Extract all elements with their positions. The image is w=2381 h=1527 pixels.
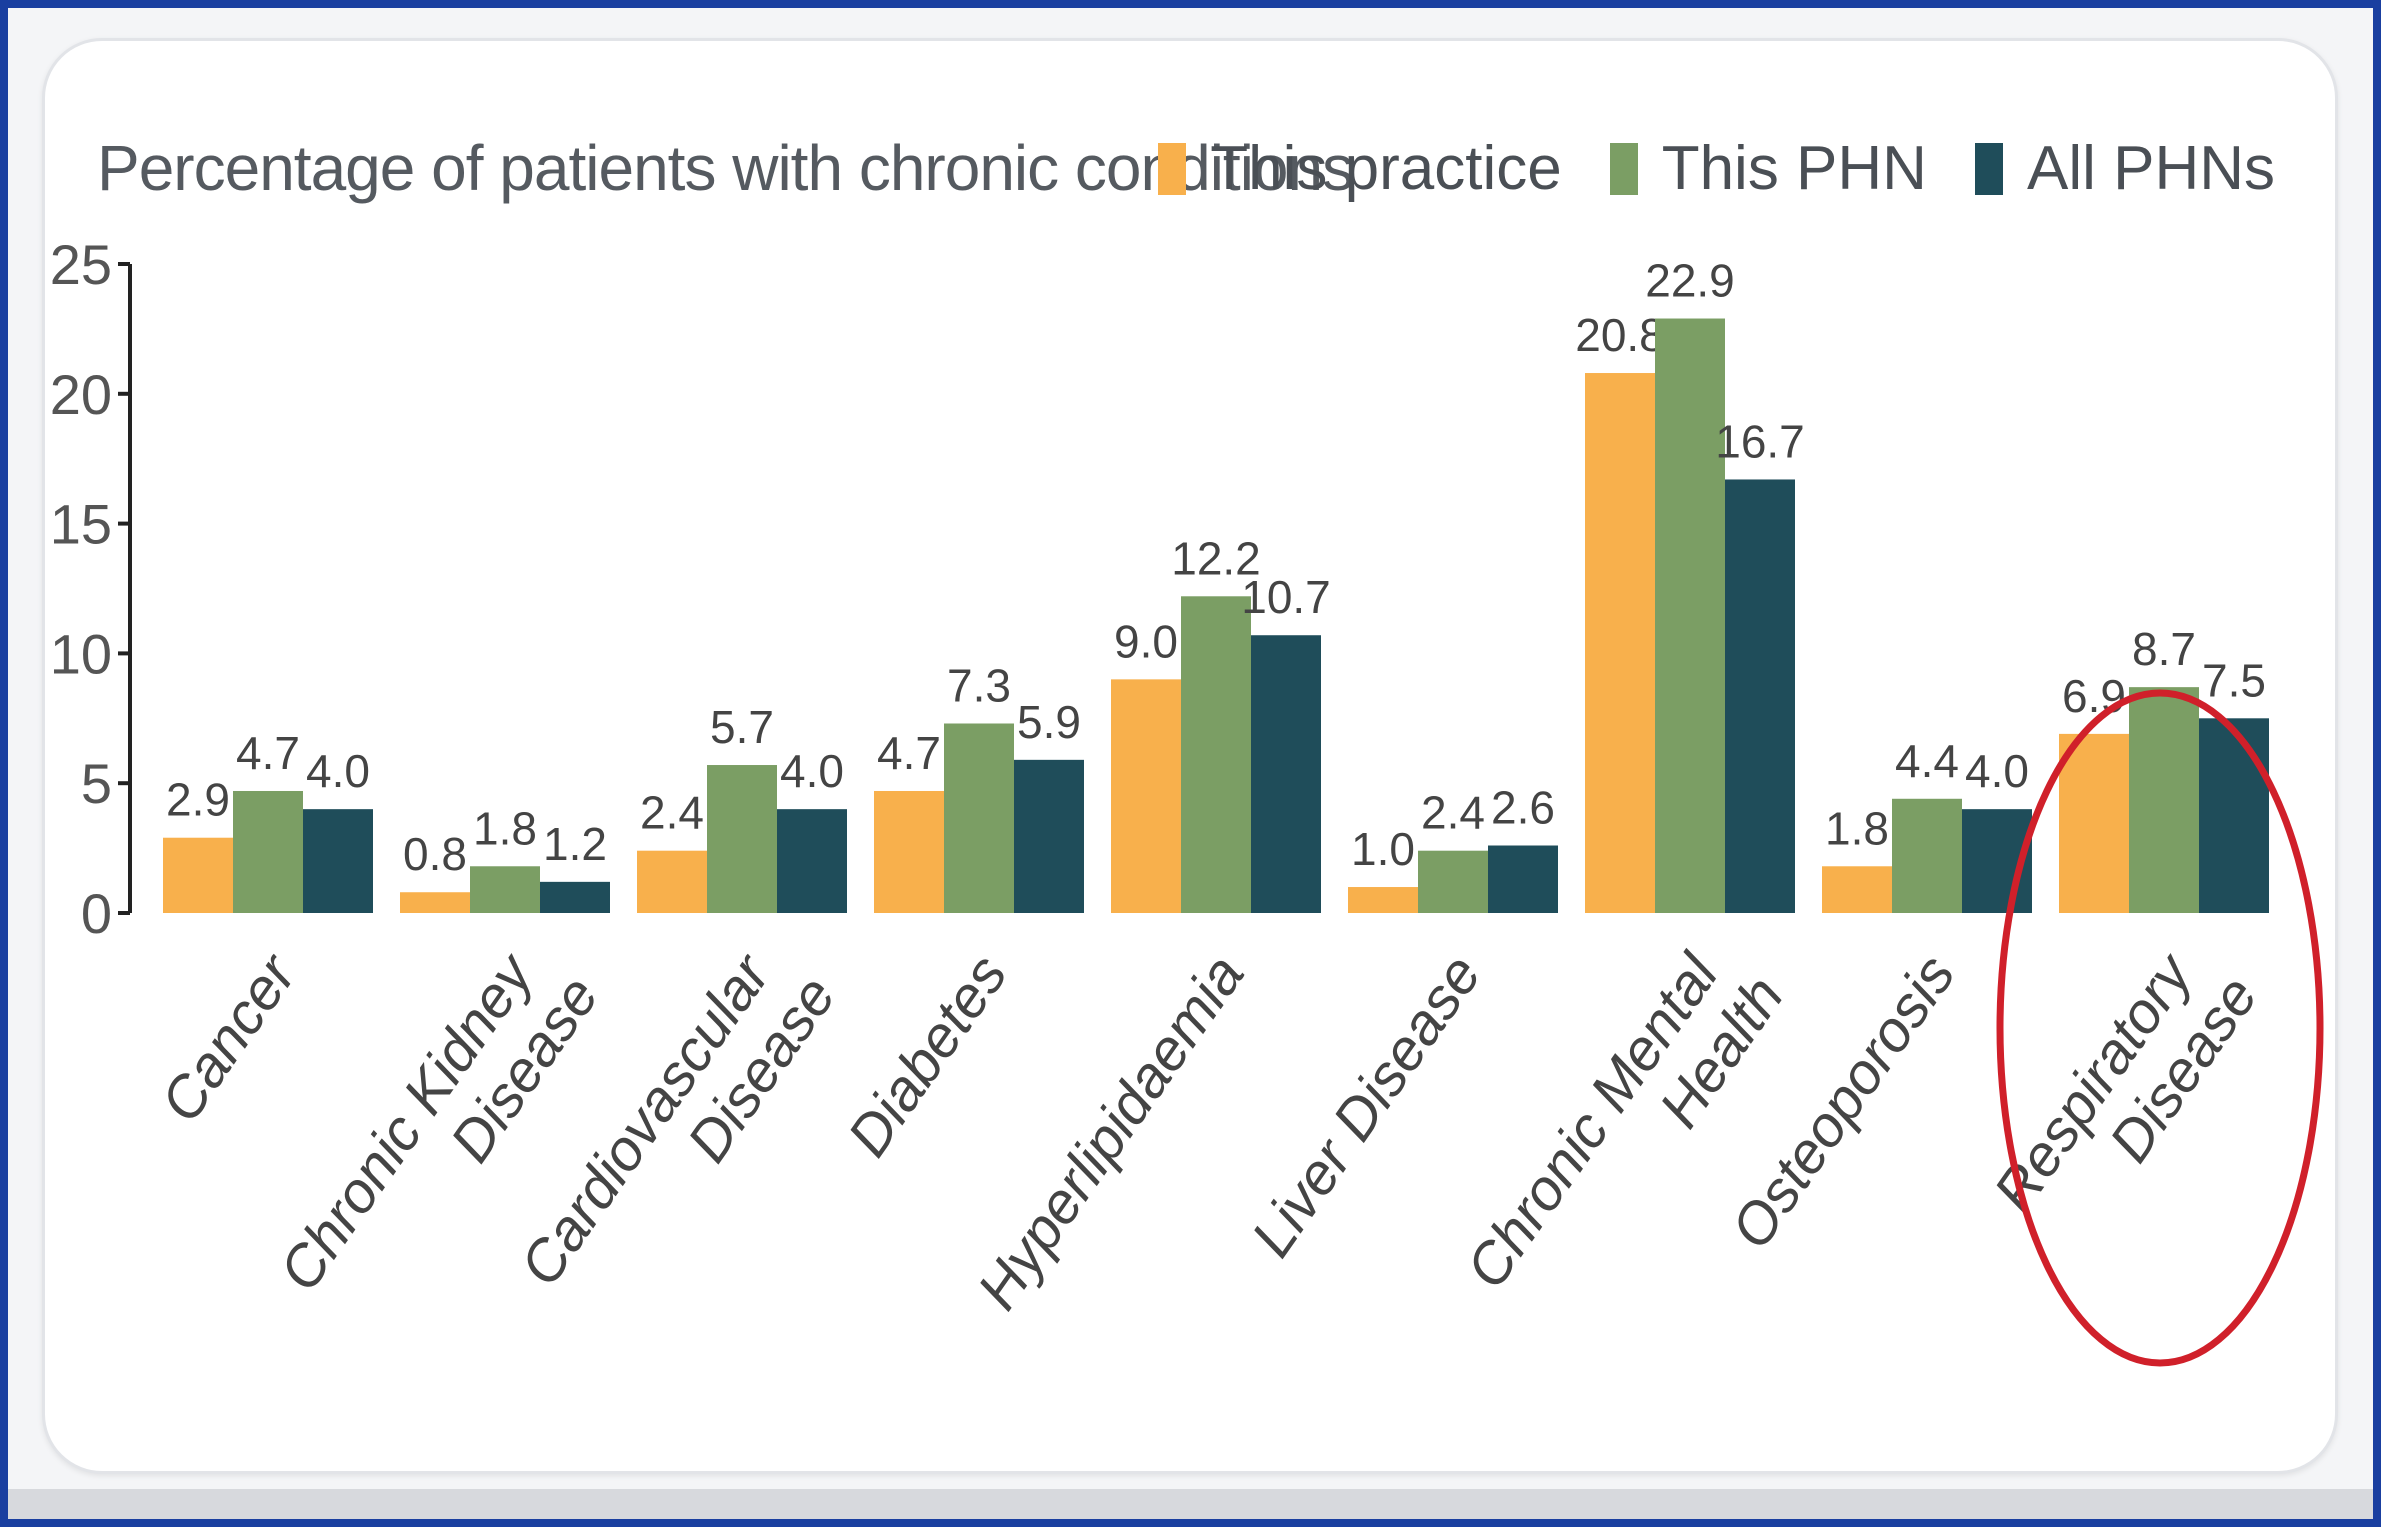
- bar-cardiovascular-disease-this-practice: [637, 850, 707, 913]
- bar-diabetes-all-phns: [1014, 759, 1084, 913]
- bar-cardiovascular-disease-this-phn: [707, 765, 777, 913]
- y-tick-label-25: 25: [50, 233, 112, 296]
- highlight-ellipse: [1996, 689, 2324, 1367]
- data-label-cardiovascular-disease-this-phn: 5.7: [710, 701, 774, 753]
- legend-item-this-phn: This PHN: [1609, 133, 1927, 204]
- bar-liver-disease-this-practice: [1348, 887, 1418, 913]
- legend-label-this-practice: This practice: [1210, 134, 1562, 203]
- data-label-liver-disease-all-phns: 2.6: [1491, 782, 1555, 834]
- data-label-cardiovascular-disease-all-phns: 4.0: [780, 745, 844, 797]
- y-tick-label-10: 10: [50, 622, 112, 685]
- y-tick-label-20: 20: [50, 363, 112, 426]
- data-label-cancer-all-phns: 4.0: [306, 745, 370, 797]
- data-label-hyperlipidaemia-all-phns: 10.7: [1241, 571, 1331, 623]
- data-label-respiratory-disease-this-phn: 8.7: [2132, 623, 2196, 675]
- bar-respiratory-disease-this-phn: [2129, 687, 2199, 913]
- chart-legend: This practice This PHN All PHNs: [1110, 133, 2275, 204]
- data-label-diabetes-all-phns: 5.9: [1017, 696, 1081, 748]
- bar-osteoporosis-this-phn: [1892, 798, 1962, 913]
- data-label-cancer-this-phn: 4.7: [236, 727, 300, 779]
- data-label-chronic-kidney-disease-this-phn: 1.8: [473, 802, 537, 854]
- bar-respiratory-disease-all-phns: [2199, 718, 2269, 913]
- data-label-diabetes-this-phn: 7.3: [947, 659, 1011, 711]
- bar-liver-disease-all-phns: [1488, 845, 1558, 913]
- bar-chronic-mental-health-this-phn: [1655, 318, 1725, 913]
- x-tick-label-liver-disease: Liver Disease: [1239, 943, 1494, 1268]
- data-label-cancer-this-practice: 2.9: [166, 774, 230, 826]
- bar-chronic-kidney-disease-all-phns: [540, 881, 610, 913]
- bar-respiratory-disease-this-practice: [2059, 733, 2129, 913]
- data-label-chronic-kidney-disease-this-practice: 0.8: [403, 828, 467, 880]
- data-label-osteoporosis-all-phns: 4.0: [1965, 745, 2029, 797]
- y-tick-label-15: 15: [50, 493, 112, 556]
- bar-cancer-this-practice: [163, 837, 233, 913]
- bar-diabetes-this-phn: [944, 723, 1014, 913]
- chart-title: Percentage of patients with chronic cond…: [97, 132, 1354, 204]
- data-label-liver-disease-this-practice: 1.0: [1351, 823, 1415, 875]
- bottom-strip: [8, 1489, 2373, 1519]
- bar-chronic-kidney-disease-this-phn: [470, 866, 540, 913]
- data-label-osteoporosis-this-phn: 4.4: [1895, 735, 1959, 787]
- data-label-respiratory-disease-this-practice: 6.9: [2062, 670, 2126, 722]
- legend-item-this-practice: This practice: [1158, 133, 1562, 204]
- legend-swatch-this-phn: [1609, 142, 1638, 195]
- bar-chronic-mental-health-this-practice: [1585, 373, 1655, 914]
- bar-osteoporosis-this-practice: [1822, 866, 1892, 913]
- data-label-chronic-mental-health-this-phn: 22.9: [1645, 255, 1735, 307]
- chart-card: Percentage of patients with chronic cond…: [42, 38, 2338, 1474]
- data-label-osteoporosis-this-practice: 1.8: [1825, 802, 1889, 854]
- data-label-hyperlipidaemia-this-phn: 12.2: [1171, 532, 1261, 584]
- bar-diabetes-this-practice: [874, 790, 944, 913]
- x-tick-label-hyperlipidaemia: Hyperlipidaemia: [965, 943, 1257, 1321]
- data-label-hyperlipidaemia-this-practice: 9.0: [1114, 615, 1178, 667]
- legend-label-all-phns: All PHNs: [2026, 134, 2275, 203]
- data-label-liver-disease-this-phn: 2.4: [1421, 787, 1485, 839]
- legend-swatch-all-phns: [1974, 142, 2003, 195]
- screen-background: Percentage of patients with chronic cond…: [8, 8, 2373, 1519]
- data-label-diabetes-this-practice: 4.7: [877, 727, 941, 779]
- x-tick-label-cancer: Cancer: [148, 941, 310, 1134]
- x-tick-label-diabetes: Diabetes: [835, 943, 1020, 1168]
- y-tick-label-5: 5: [81, 752, 112, 815]
- data-label-chronic-mental-health-this-practice: 20.8: [1575, 309, 1665, 361]
- bar-liver-disease-this-phn: [1418, 850, 1488, 913]
- data-label-cardiovascular-disease-this-practice: 2.4: [640, 787, 704, 839]
- bar-hyperlipidaemia-this-practice: [1111, 679, 1181, 913]
- bar-chronic-kidney-disease-this-practice: [400, 892, 470, 913]
- y-tick-label-0: 0: [81, 882, 112, 945]
- legend-label-this-phn: This PHN: [1661, 134, 1927, 203]
- x-tick-label-chronic-mental-health: Chronic MentalHealth: [1454, 927, 1797, 1338]
- bar-hyperlipidaemia-this-phn: [1181, 596, 1251, 913]
- bar-hyperlipidaemia-all-phns: [1251, 635, 1321, 913]
- bar-cardiovascular-disease-all-phns: [777, 809, 847, 913]
- legend-swatch-this-practice: [1158, 142, 1187, 195]
- data-label-respiratory-disease-all-phns: 7.5: [2202, 654, 2266, 706]
- bar-cancer-this-phn: [233, 790, 303, 913]
- bar-chronic-mental-health-all-phns: [1725, 479, 1795, 913]
- data-label-chronic-mental-health-all-phns: 16.7: [1715, 415, 1805, 467]
- data-label-chronic-kidney-disease-all-phns: 1.2: [543, 818, 607, 870]
- bar-cancer-all-phns: [303, 809, 373, 913]
- legend-item-all-phns: All PHNs: [1974, 133, 2275, 204]
